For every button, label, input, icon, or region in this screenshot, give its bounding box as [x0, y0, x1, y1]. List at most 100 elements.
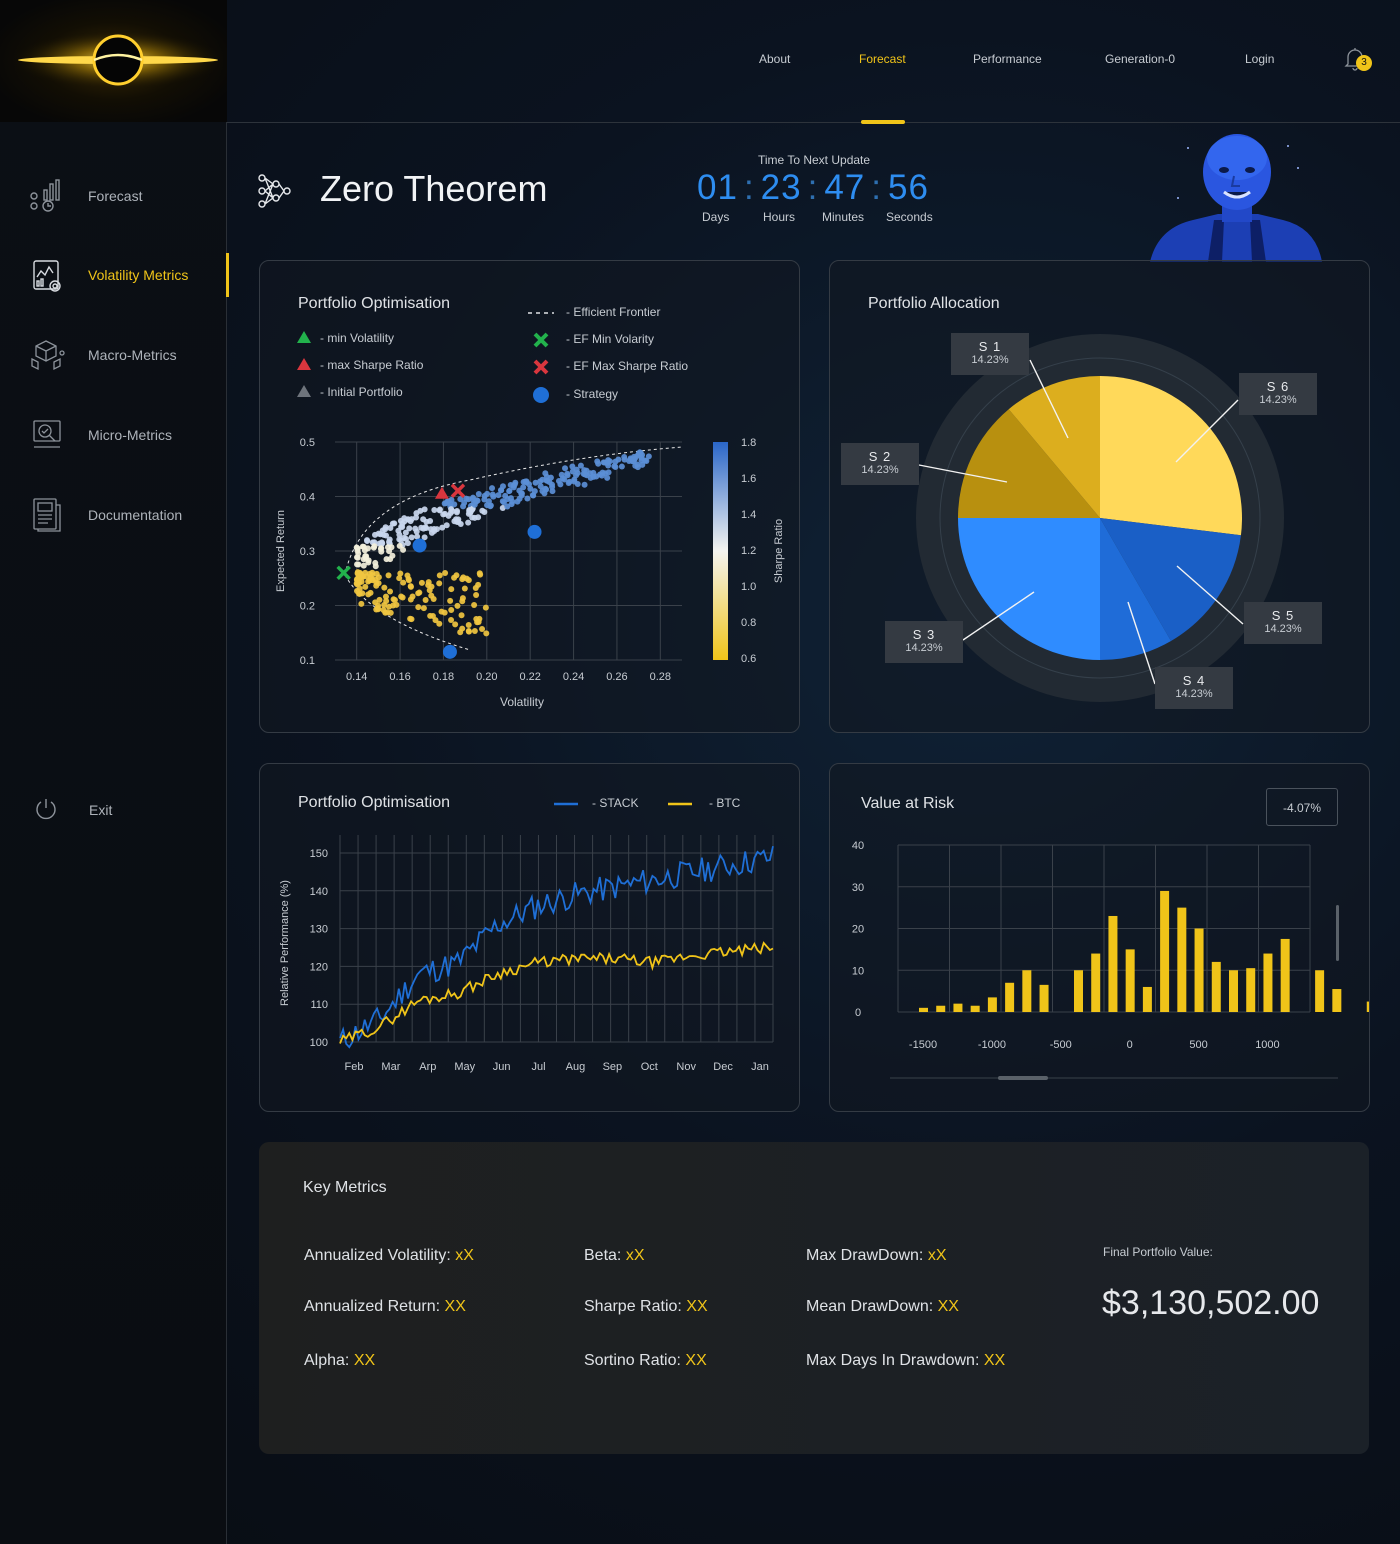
sidebar-item-forecast[interactable]: Forecast [0, 166, 227, 226]
scatter-point [389, 552, 396, 559]
var-bar-chart: 0 10 20 30 40 -1500 -1000 -500 0 500 1000 [852, 840, 1369, 1080]
metric-label: Annualized Volatility: [304, 1247, 456, 1264]
scatter-point [615, 456, 622, 463]
pie-label-s3: S 3 14.23% [885, 621, 963, 663]
nav-link-about[interactable]: About [759, 52, 791, 66]
scatter-point [448, 586, 455, 593]
scatter-point [460, 574, 467, 581]
scatter-point [626, 457, 633, 464]
pie-label-s6: S 6 14.23% [1239, 373, 1317, 415]
scatter-point [504, 496, 511, 503]
scatter-point [408, 616, 415, 623]
scatter-card-title: Portfolio Optimisation [298, 295, 451, 312]
pie-leader-line [1127, 601, 1156, 685]
scatter-point [371, 543, 378, 550]
x-tick-label: 0.18 [433, 671, 454, 683]
scatter-point [612, 464, 619, 471]
scatter-point [362, 553, 369, 560]
key-metrics-title: Key Metrics [303, 1179, 387, 1196]
x-tick-label: Jul [532, 1061, 546, 1073]
scatter-point [590, 469, 597, 476]
metric-value: XX [937, 1298, 959, 1315]
scatter-point [465, 577, 472, 584]
var-value-badge[interactable]: -4.07% [1266, 788, 1338, 826]
scatter-point [397, 570, 404, 577]
scatter-point [421, 534, 428, 541]
scatter-point [382, 593, 389, 600]
exit-label[interactable]: Exit [89, 802, 113, 818]
sidebar-item-micro-metrics[interactable]: Micro-Metrics [0, 405, 227, 465]
btc-legend-swatch [668, 802, 692, 806]
scatter-point [353, 554, 360, 561]
nav-link-generation[interactable]: Generation-0 [1105, 52, 1176, 66]
scatter-point [581, 481, 588, 488]
scatter-point [415, 590, 422, 597]
x-tick-label: Feb [345, 1061, 364, 1073]
blue-figure-avatar [1150, 134, 1322, 262]
scatter-point [372, 563, 379, 570]
y-tick-label: 0.1 [300, 655, 315, 667]
metric-label: Sortino Ratio: [584, 1352, 686, 1369]
pie-label-s1: S 1 14.23% [951, 333, 1029, 375]
scatter-point [436, 580, 443, 587]
scatter-point [404, 572, 411, 579]
pie-leader-line [962, 591, 1035, 641]
pie-chart [916, 334, 1284, 702]
x-tick-label: May [454, 1061, 475, 1073]
x-tick-label: Dec [713, 1061, 733, 1073]
scatter-point [445, 498, 452, 505]
var-bar [1160, 890, 1170, 1012]
pie-label-name: S 6 [1266, 379, 1290, 394]
sidebar-item-label: Micro-Metrics [88, 427, 172, 443]
green-triangle-icon [297, 331, 311, 343]
pie-slice [958, 409, 1100, 518]
x-axis-label: Volatility [500, 695, 544, 709]
metric-value: XX [353, 1352, 376, 1369]
metric-value: XX [685, 1352, 707, 1369]
notification-badge[interactable]: 3 [1356, 55, 1372, 71]
timer-seconds: 56 [888, 168, 929, 207]
y-tick-label: 140 [310, 886, 328, 898]
scatter-point [407, 596, 414, 603]
max-sharpe-marker [434, 486, 449, 499]
timer-label-minutes: Minutes [822, 210, 865, 224]
var-bar [919, 1007, 928, 1012]
scatter-point [544, 477, 551, 484]
sidebar-item-documentation[interactable]: Documentation [0, 485, 227, 545]
countdown-timer: 01:23:47:56 [697, 168, 929, 208]
x-tick-label: -1000 [978, 1039, 1006, 1051]
vertical-scrollbar-thumb [1336, 905, 1339, 961]
pie-label-value: 14.23% [1259, 394, 1297, 406]
scatter-point [600, 459, 607, 466]
var-bar [1332, 989, 1342, 1012]
sidebar-item-volatility-metrics[interactable]: Volatility Metrics [0, 245, 229, 305]
scatter-point [641, 457, 648, 464]
x-tick-label: 0.16 [389, 671, 410, 683]
scatter-point [577, 462, 584, 469]
sidebar-item-macro-metrics[interactable]: Macro-Metrics [0, 325, 227, 385]
y-tick-label: 100 [310, 1037, 328, 1049]
scatter-point [645, 453, 652, 460]
nav-link-performance[interactable]: Performance [973, 52, 1042, 66]
scatter-point [573, 472, 580, 479]
scatter-point [526, 481, 533, 488]
x-tick-label: Oct [641, 1061, 658, 1073]
scatter-point [499, 504, 506, 511]
scatter-point [402, 529, 409, 536]
scatter-point [549, 488, 556, 495]
power-icon[interactable] [34, 797, 58, 821]
ef-max-sharpe-marker [450, 483, 466, 499]
scatter-point [532, 479, 539, 486]
nav-link-forecast[interactable]: Forecast [859, 52, 906, 66]
colorbar-tick-label: 1.8 [741, 437, 756, 449]
scatter-point [381, 584, 388, 591]
y-axis-label: Relative Performance (%) [279, 880, 291, 1006]
scatter-point [396, 542, 403, 549]
metric-item: Annualized Return: XX [304, 1298, 466, 1316]
nav-link-login[interactable]: Login [1245, 52, 1275, 66]
scatter-point [402, 535, 409, 542]
series-line [339, 846, 774, 1049]
scatter-point [482, 604, 489, 611]
metric-value: xX [625, 1247, 645, 1264]
x-tick-label: Jun [493, 1061, 511, 1073]
